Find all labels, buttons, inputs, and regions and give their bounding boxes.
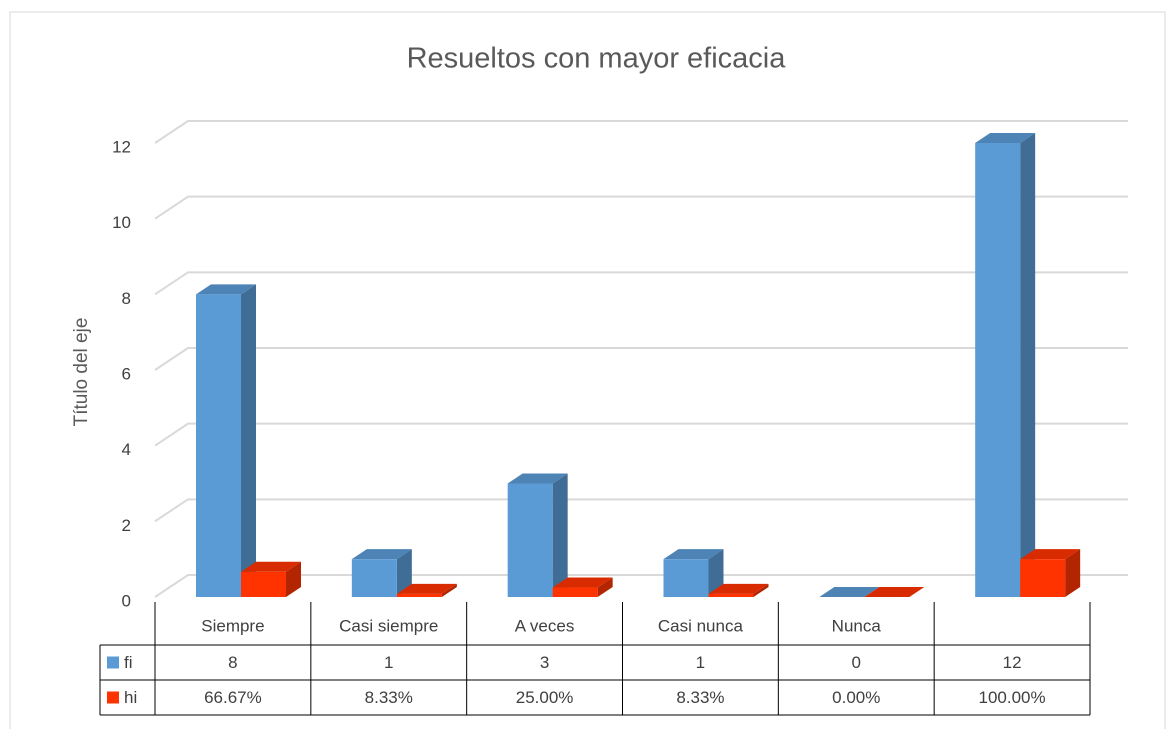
table-cell: 8.33% — [365, 688, 413, 707]
table-cell: 0 — [852, 653, 861, 672]
y-tick-label: 0 — [122, 591, 131, 610]
legend-swatch — [107, 691, 119, 704]
table-cell: 1 — [384, 653, 393, 672]
bar-side — [1065, 549, 1081, 597]
grid-line — [154, 195, 1128, 220]
bar — [663, 559, 709, 597]
bar — [396, 593, 442, 597]
y-axis-label: Título del eje — [71, 318, 92, 427]
bar-side — [286, 561, 301, 597]
bar-top — [241, 561, 301, 572]
legend-swatch — [107, 656, 119, 669]
bar — [507, 483, 553, 597]
bar — [975, 143, 1021, 597]
bar-top — [196, 284, 256, 295]
bar — [708, 593, 754, 597]
bar-side — [396, 549, 412, 597]
bar-top — [864, 587, 925, 597]
x-tick-label: Casi nunca — [658, 616, 744, 635]
y-tick-label: 8 — [122, 289, 131, 308]
y-tick-label: 6 — [122, 364, 131, 383]
bar-top — [396, 583, 457, 594]
bar — [196, 294, 241, 597]
y-tick-label: 12 — [112, 137, 131, 156]
grid-line — [154, 422, 1128, 447]
table-cell: 12 — [1003, 653, 1022, 672]
bar-top — [507, 473, 568, 484]
bar-top — [819, 587, 880, 597]
bar-top — [663, 549, 724, 560]
grid-line — [154, 347, 1128, 371]
bar — [351, 559, 397, 597]
bar — [241, 571, 286, 597]
table-cell: 25.00% — [516, 688, 574, 707]
table-cell: 3 — [540, 653, 549, 672]
bar-side — [241, 284, 256, 597]
bar-side — [441, 583, 457, 597]
bar-top — [1020, 549, 1081, 560]
x-tick-label: Siempre — [201, 616, 264, 635]
y-tick-label: 4 — [122, 440, 131, 459]
legend-label: fi — [124, 653, 133, 672]
x-tick-label: Casi siempre — [339, 616, 438, 635]
y-tick-label: 10 — [112, 213, 131, 232]
grid-line — [154, 271, 1128, 296]
bar — [552, 587, 598, 597]
grid-line — [154, 574, 1128, 598]
chart-title: Resueltos con mayor eficacia — [407, 43, 787, 75]
table-cell: 66.67% — [204, 688, 262, 707]
bar-side — [1020, 133, 1036, 597]
table-cell: 8.33% — [676, 688, 724, 707]
x-tick-label: A veces — [515, 616, 575, 635]
bar-top — [975, 133, 1036, 143]
bar-top — [552, 577, 613, 588]
bar-side — [552, 473, 568, 597]
x-tick-label: Nunca — [832, 616, 882, 635]
table-cell: 100.00% — [979, 688, 1046, 707]
y-tick-label: 2 — [122, 516, 131, 535]
bar-side — [753, 583, 769, 597]
bar — [1020, 559, 1066, 597]
grid-line — [154, 120, 1128, 144]
bar-top — [351, 549, 412, 560]
bar-side — [708, 549, 724, 597]
legend-label: hi — [124, 688, 137, 707]
table-cell: 1 — [696, 653, 705, 672]
grid-line — [154, 498, 1128, 523]
table-cell: 0.00% — [832, 688, 880, 707]
table-cell: 8 — [228, 653, 237, 672]
bar-side — [597, 577, 613, 597]
bar-top — [708, 583, 769, 594]
